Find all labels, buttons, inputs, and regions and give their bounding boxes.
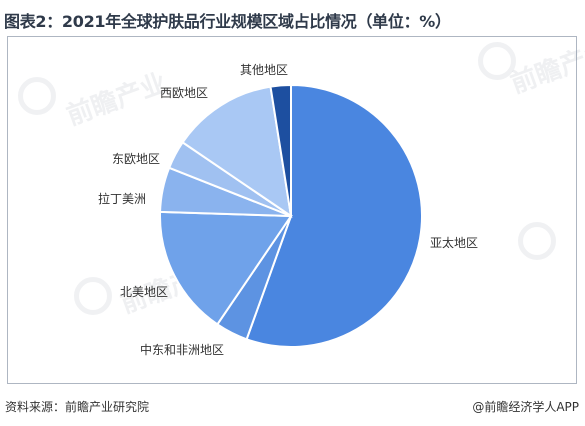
slice-label: 北美地区 bbox=[120, 285, 168, 299]
source-note: 资料来源：前瞻产业研究院 bbox=[5, 400, 150, 414]
pie-slice bbox=[181, 85, 293, 219]
chart-title: 图表2：2021年全球护肤品行业规模区域占比情况（单位：%） bbox=[4, 12, 451, 31]
slice-label: 亚太地区 bbox=[430, 235, 478, 250]
slice-label: 其他地区 bbox=[240, 63, 288, 77]
slice-label: 东欧地区 bbox=[112, 152, 160, 166]
pie-slice bbox=[269, 83, 292, 217]
slice-label: 西欧地区 bbox=[160, 86, 208, 100]
slice-label: 拉丁美洲 bbox=[98, 191, 146, 206]
credit-note: @前瞻经济学人APP bbox=[472, 400, 579, 414]
pie-slice bbox=[159, 210, 293, 326]
slice-label: 中东和非洲地区 bbox=[140, 342, 224, 357]
pie-slice bbox=[245, 83, 423, 348]
